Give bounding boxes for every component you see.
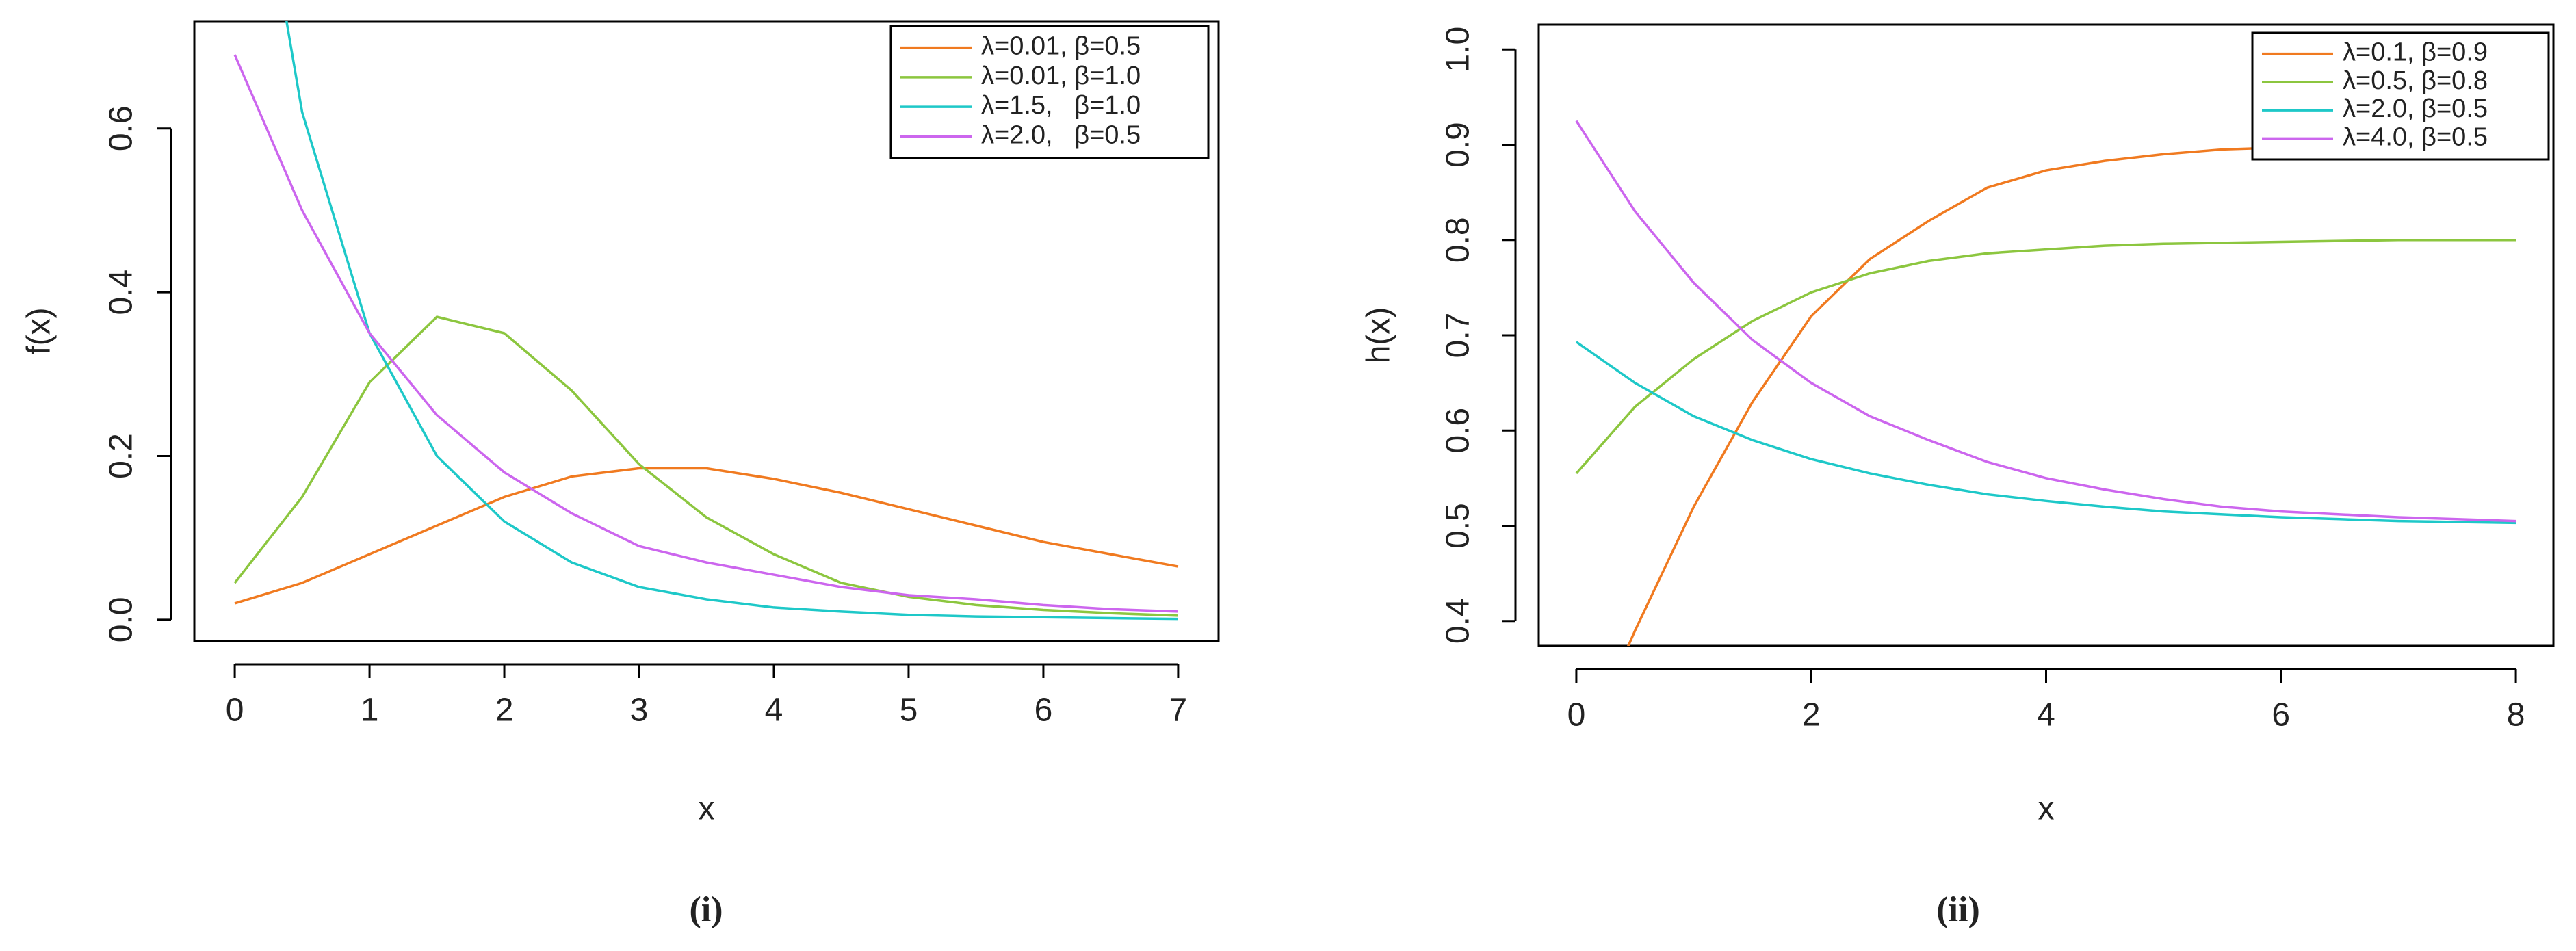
series-line [233,315,1178,617]
legend-label: λ=0.01, β=1.0 [981,62,1141,90]
series-line [1575,341,2516,525]
x-tick-label: 4 [2037,697,2055,733]
caption: (i) [689,890,723,929]
legend-label: λ=0.01, β=0.5 [981,32,1141,61]
y-tick-label: 0.5 [1440,503,1476,549]
series-line [285,21,1178,621]
y-tick-label: 0.2 [103,433,140,479]
legend-label: λ=0.5, β=0.8 [2343,66,2488,95]
x-tick-label: 0 [226,692,244,729]
x-tick-label: 7 [1169,692,1188,729]
panel: 0 2 4 6 8 0.4 0.5 0.6 0.7 0.8 0.9 1.0 h(x) x (ii) λ=0.1… [1361,23,2555,929]
x-tick-label: 2 [495,692,514,729]
lines [233,21,1179,621]
y-axis-label: h(x) [1361,307,1397,364]
x-axis-label: x [2038,791,2055,827]
panel: 0 1 2 3 4 5 6 7 0.0 0.2 0.4 0.6 f(x) x (i) λ=0.01, β=0.… [21,20,1220,929]
legend-label: λ=2.0, β=0.5 [2343,94,2488,123]
x-tick-label: 8 [2507,697,2525,733]
legend-label: λ=1.5, β=1.0 [981,91,1141,120]
plot-box [1537,23,2555,647]
x-tick-label: 3 [630,692,649,729]
y-tick-label: 0.6 [1440,408,1476,454]
legend-label: λ=4.0, β=0.5 [2343,122,2488,151]
y-tick-label: 0.9 [1440,122,1476,168]
series-line [1575,120,2516,523]
series-line [233,54,1178,613]
y-tick-label: 0.8 [1440,217,1476,263]
series-line [234,467,1179,605]
y-tick-label: 0.4 [103,270,140,315]
caption: (ii) [1936,890,1980,929]
y-tick-label: 0.4 [1440,598,1476,644]
legend-label: λ=2.0, β=0.5 [981,120,1141,149]
x-tick-label: 4 [765,692,783,729]
series-line [1575,238,2516,475]
y-tick-label: 1.0 [1440,27,1476,73]
plot-box [193,20,1220,642]
legend-label: λ=0.1, β=0.9 [2343,38,2488,67]
x-tick-label: 0 [1567,697,1586,733]
x-tick-label: 1 [361,692,379,729]
y-tick-label: 0.7 [1440,313,1476,359]
y-tick-label: 0.6 [103,105,140,151]
x-axis-label: x [699,791,715,827]
y-axis-label: f(x) [21,307,57,354]
lines [1575,120,2516,646]
x-tick-label: 6 [2272,697,2290,733]
x-tick-label: 5 [900,692,918,729]
y-tick-label: 0.0 [103,597,140,643]
x-tick-label: 6 [1035,692,1053,729]
x-tick-label: 2 [1802,697,1821,733]
